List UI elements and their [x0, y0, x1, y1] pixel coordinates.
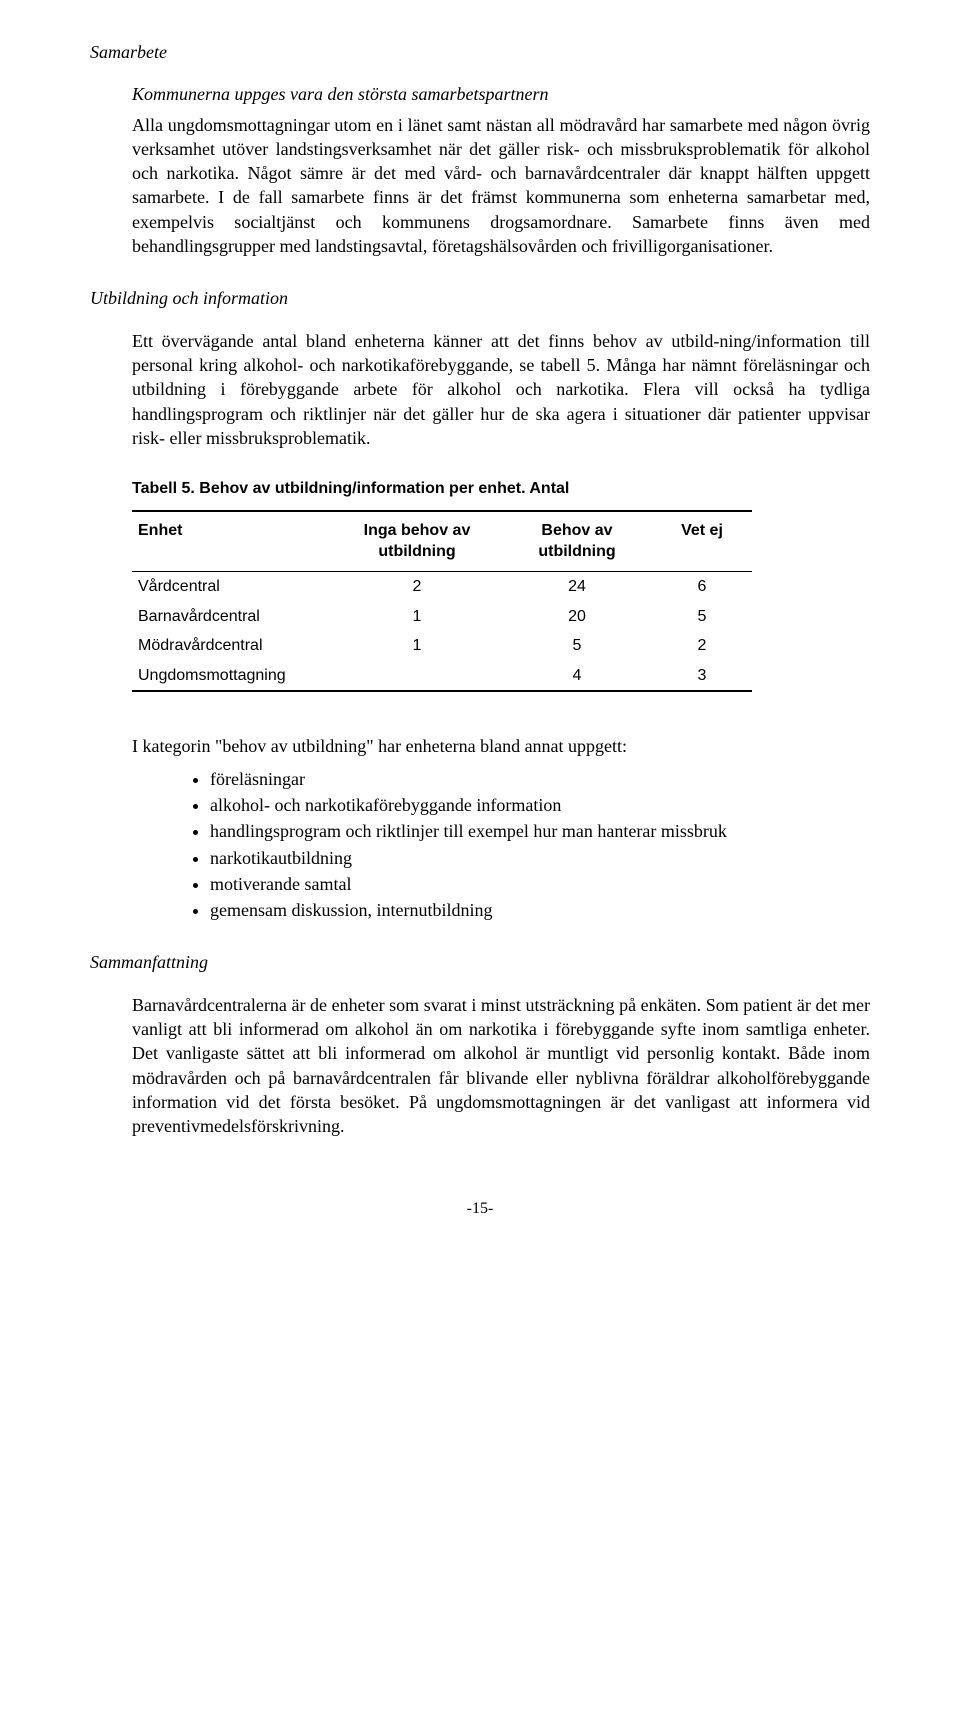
cell: 2: [652, 631, 752, 661]
list-item: alkohol- och narkotikaförebyggande infor…: [210, 793, 870, 817]
cell: 1: [332, 602, 502, 632]
table-row: Barnavårdcentral 1 20 5: [132, 602, 752, 632]
cell: 6: [652, 571, 752, 601]
section2-body: Ett övervägande antal bland enheterna kä…: [132, 329, 870, 450]
col-enhet: Enhet: [132, 511, 332, 572]
cell: Mödravårdcentral: [132, 631, 332, 661]
section-subheading: Kommunerna uppges vara den största samar…: [132, 82, 870, 106]
cell: Ungdomsmottagning: [132, 661, 332, 692]
page-number: -15-: [90, 1198, 870, 1220]
table-header-row: Enhet Inga behov av utbildning Behov av …: [132, 511, 752, 572]
section-heading-utbildning: Utbildning och information: [90, 286, 870, 310]
list-item: motiverande samtal: [210, 872, 870, 896]
cell: Barnavårdcentral: [132, 602, 332, 632]
list-item: föreläsningar: [210, 767, 870, 791]
section-heading-samarbete: Samarbete: [90, 40, 870, 64]
cell: Vårdcentral: [132, 571, 332, 601]
bullet-list: föreläsningar alkohol- och narkotikaföre…: [210, 767, 870, 923]
table5-caption: Tabell 5. Behov av utbildning/informatio…: [132, 478, 870, 500]
table-row: Ungdomsmottagning 4 3: [132, 661, 752, 692]
cell: 20: [502, 602, 652, 632]
cell: 5: [652, 602, 752, 632]
col-inga-behov: Inga behov av utbildning: [332, 511, 502, 572]
list-item: handlingsprogram och riktlinjer till exe…: [210, 819, 870, 843]
col-behov: Behov av utbildning: [502, 511, 652, 572]
list-item: narkotikautbildning: [210, 846, 870, 870]
cell: 3: [652, 661, 752, 692]
cell: 4: [502, 661, 652, 692]
after-table-intro: I kategorin "behov av utbildning" har en…: [132, 734, 870, 758]
table-row: Mödravårdcentral 1 5 2: [132, 631, 752, 661]
cell: 5: [502, 631, 652, 661]
cell: 2: [332, 571, 502, 601]
section-heading-sammanfattning: Sammanfattning: [90, 950, 870, 974]
section3-body: Barnavårdcentralerna är de enheter som s…: [132, 993, 870, 1139]
col-vet-ej: Vet ej: [652, 511, 752, 572]
cell: 1: [332, 631, 502, 661]
section1-body: Alla ungdomsmottagningar utom en i länet…: [132, 113, 870, 259]
cell: [332, 661, 502, 692]
list-item: gemensam diskussion, internutbildning: [210, 898, 870, 922]
cell: 24: [502, 571, 652, 601]
table5: Enhet Inga behov av utbildning Behov av …: [132, 510, 752, 693]
table-row: Vårdcentral 2 24 6: [132, 571, 752, 601]
